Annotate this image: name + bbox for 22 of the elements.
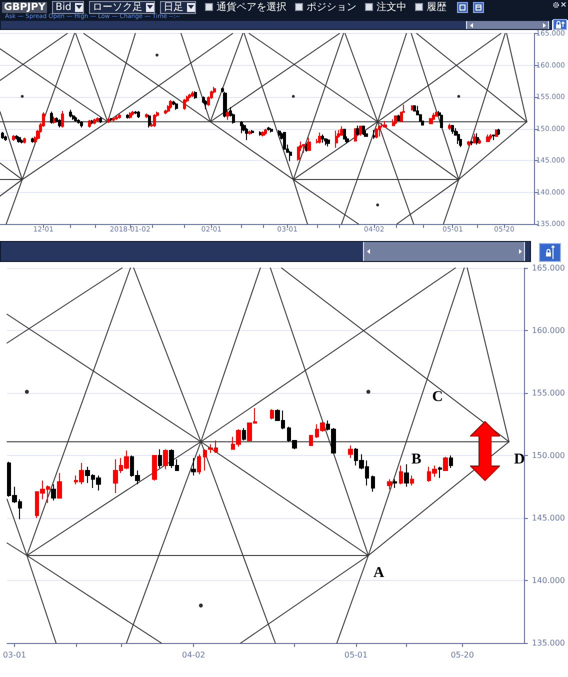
x-tick-label: 03-01 (2, 650, 26, 660)
x-tick-label: 05-20 (450, 650, 474, 660)
annotation: A (373, 565, 384, 581)
dropdown: Bid (52, 0, 84, 14)
y-tick-label: 165.000 (532, 264, 566, 272)
dropdown: ローソク足 (89, 0, 156, 14)
y-tick-label: 155.000 (532, 388, 566, 398)
y-tick-label: 150.000 (532, 451, 566, 460)
x-tick-label: 04-02 (182, 650, 206, 660)
dropdown: 日足 (160, 0, 196, 14)
text: ポジション (306, 2, 356, 12)
y-tick-label: 145.000 (532, 514, 566, 522)
y-tick-label: 140.000 (532, 576, 566, 585)
y-tick-label: 135.000 (532, 638, 566, 648)
text: 注文中 (376, 2, 406, 12)
annotation: B (411, 451, 422, 468)
y-tick-label: 160.000 (532, 326, 566, 335)
annotation: C (432, 388, 443, 405)
text: GBPJPY (2, 2, 48, 12)
text: 履歴 (426, 2, 446, 12)
x-tick-label: 05-01 (344, 650, 368, 660)
text: 通貨ペアを選択 (216, 2, 286, 12)
